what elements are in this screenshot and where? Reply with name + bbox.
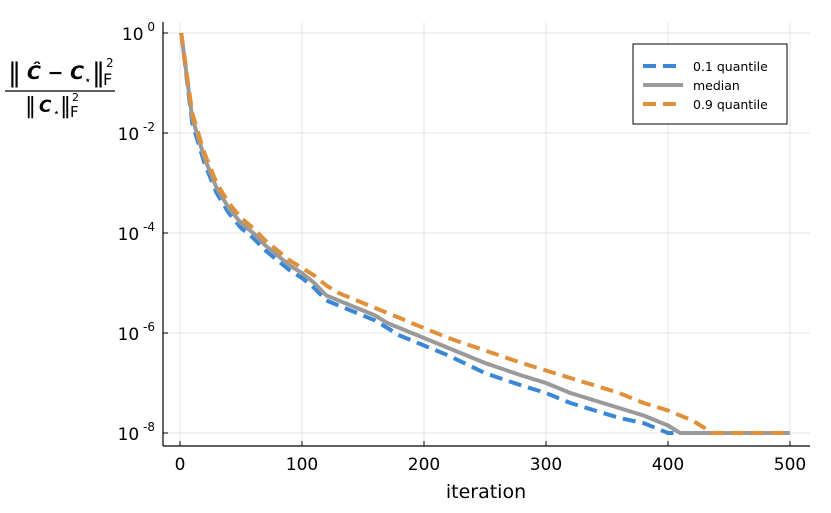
y-label-den-sup: 2 xyxy=(72,91,79,104)
y-axis-label: ‖ Ĉ − C ⋆ ‖ 2 F ‖ C ⋆ ‖ 2 F xyxy=(5,56,115,121)
tick-labels: 0 100 200 300 400 500 10 0 10 -2 10 -4 10 -6 10 -8 xyxy=(118,20,807,475)
svg-text:‖: ‖ xyxy=(25,94,36,119)
y-label-num-sub: ⋆ xyxy=(84,73,92,87)
y-label-den-main: C xyxy=(39,97,52,117)
y-tick-label: 10 0 xyxy=(122,20,155,45)
series-lines xyxy=(179,32,790,435)
y-tick-label: 10 -2 xyxy=(118,120,155,145)
series-line-median xyxy=(179,32,790,435)
x-tick-label: 300 xyxy=(530,455,562,475)
svg-text:‖: ‖ xyxy=(8,58,21,88)
series-line-0-9-quantile xyxy=(179,32,790,435)
y-label-denominator: ‖ C ⋆ ‖ 2 F xyxy=(25,91,79,121)
series-line-0-1-quantile xyxy=(179,32,790,435)
y-tick-label: 10 -6 xyxy=(118,320,155,345)
x-tick-label: 400 xyxy=(652,455,684,475)
legend-label: 0.9 quantile xyxy=(693,97,768,112)
y-tick-label: 10 -4 xyxy=(118,220,155,245)
legend-label: 0.1 quantile xyxy=(693,59,768,74)
legend-label: median xyxy=(693,78,740,93)
svg-text:‖: ‖ xyxy=(60,94,71,119)
x-tick-label: 100 xyxy=(286,455,318,475)
grid xyxy=(163,22,810,446)
axes xyxy=(162,22,810,447)
y-label-num-sup: 2 xyxy=(106,56,114,70)
y-tick-label: 10 -8 xyxy=(118,420,155,445)
y-label-den-f: F xyxy=(70,103,79,121)
x-tick-label: 0 xyxy=(175,455,186,475)
x-axis-label: iteration xyxy=(446,481,526,503)
y-label-den-sub: ⋆ xyxy=(53,106,60,119)
legend: 0.1 quantile median 0.9 quantile xyxy=(632,43,788,125)
y-label-num-f: F xyxy=(103,70,112,89)
x-tick-label: 500 xyxy=(774,455,806,475)
svg-text:‖: ‖ xyxy=(92,58,105,88)
y-label-num-main: Ĉ − C xyxy=(27,60,84,84)
x-tick-label: 200 xyxy=(408,455,440,475)
y-label-numerator: ‖ Ĉ − C ⋆ ‖ 2 F xyxy=(8,56,114,89)
